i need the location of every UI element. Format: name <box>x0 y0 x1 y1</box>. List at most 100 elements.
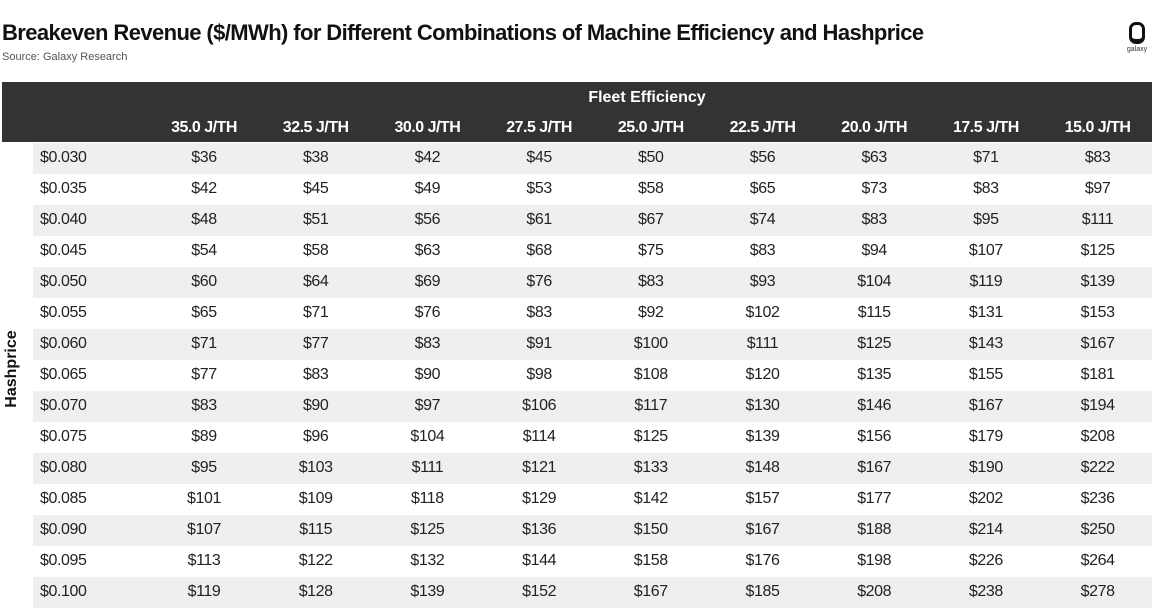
table-cell: $68 <box>526 242 552 259</box>
table-cell: $226 <box>968 552 1003 569</box>
column-header: 35.0 J/TH <box>171 119 237 136</box>
table-cell: $42 <box>191 180 217 197</box>
table-cell: $119 <box>187 583 221 600</box>
table-cell: $77 <box>191 366 217 383</box>
row-label: $0.070 <box>40 397 87 414</box>
table-cell: $139 <box>745 428 780 445</box>
table-cell: $264 <box>1080 552 1115 569</box>
table-cell: $91 <box>526 335 552 352</box>
table-cell: $130 <box>745 397 780 414</box>
table-cell: $107 <box>968 242 1003 259</box>
row-label: $0.100 <box>40 583 87 600</box>
row-label: $0.065 <box>40 366 87 383</box>
row-label: $0.030 <box>40 149 87 166</box>
table-cell: $238 <box>968 583 1003 600</box>
table-cell: $131 <box>968 304 1003 321</box>
table-cell: $95 <box>191 459 217 476</box>
table-cell: $111 <box>746 335 779 352</box>
source-note: Source: Galaxy Research <box>2 51 128 63</box>
table-cell: $56 <box>749 149 776 166</box>
column-header: 32.5 J/TH <box>282 119 349 136</box>
table-cell: $104 <box>410 428 445 445</box>
galaxy-logo: galaxy <box>1124 22 1150 53</box>
table-cell: $50 <box>638 149 664 166</box>
table-cell: $121 <box>522 459 557 476</box>
table-row: $0.060 $71 $77 $83 $91 $100 $111 $125 $143 $167 <box>33 329 1152 360</box>
row-label: $0.035 <box>40 180 87 197</box>
column-group-label: Fleet Efficiency <box>588 89 706 106</box>
table-cell: $214 <box>968 521 1003 538</box>
table-cell: $118 <box>410 490 444 507</box>
table-cell: $90 <box>414 366 441 383</box>
table-cell: $83 <box>861 211 887 228</box>
table-cell: $95 <box>973 211 999 228</box>
table-cell: $119 <box>969 273 1003 290</box>
table-cell: $198 <box>857 552 892 569</box>
chart-title: Breakeven Revenue ($/MWh) for Different … <box>2 20 924 45</box>
table-cell: $63 <box>861 149 887 166</box>
table-cell: $125 <box>633 428 668 445</box>
table-cell: $146 <box>857 397 892 414</box>
column-header: 25.0 J/TH <box>617 119 684 136</box>
row-label: $0.040 <box>40 211 87 228</box>
table-row: $0.090 $107 $115 $125 $136 $150 $167 $188 $214 $2… <box>33 515 1152 546</box>
table-cell: $83 <box>414 335 441 352</box>
table-cell: $142 <box>633 490 668 507</box>
table-row: $0.035 $42 $45 $49 $53 $58 $65 $73 $83 $97 <box>33 174 1152 205</box>
table-cell: $250 <box>1080 521 1115 538</box>
column-header: 17.5 J/TH <box>953 119 1019 136</box>
table-cell: $73 <box>861 180 887 197</box>
column-header: 30.0 J/TH <box>394 119 461 136</box>
table-cell: $93 <box>749 273 776 290</box>
table-cell: $108 <box>633 366 668 383</box>
table-cell: $104 <box>857 273 892 290</box>
table-cell: $61 <box>526 211 552 228</box>
table-cell: $83 <box>638 273 664 290</box>
table-row: $0.100 $119 $128 $139 $152 $167 $185 $208 $238 $2… <box>33 577 1152 608</box>
table-cell: $188 <box>857 521 892 538</box>
table-cell: $103 <box>298 459 333 476</box>
table-cell: $36 <box>191 149 217 166</box>
row-label: $0.085 <box>40 490 87 507</box>
table-cell: $98 <box>526 366 552 383</box>
table-cell: $133 <box>633 459 668 476</box>
table-cell: $94 <box>861 242 887 259</box>
table-cell: $139 <box>410 583 445 600</box>
table-cell: $148 <box>745 459 780 476</box>
table-cell: $208 <box>857 583 892 600</box>
table-cell: $90 <box>302 397 329 414</box>
table-cell: $102 <box>745 304 780 321</box>
table-cell: $53 <box>526 180 552 197</box>
table-cell: $109 <box>298 490 333 507</box>
table-cell: $113 <box>187 552 221 569</box>
row-label: $0.060 <box>40 335 87 352</box>
table-cell: $77 <box>302 335 329 352</box>
table-cell: $167 <box>1080 335 1115 352</box>
row-label: $0.050 <box>40 273 87 290</box>
table-cell: $111 <box>411 459 444 476</box>
table-cell: $83 <box>302 366 329 383</box>
table-row: $0.045 $54 $58 $63 $68 $75 $83 $94 $107 $125 <box>33 236 1152 267</box>
table-cell: $97 <box>1084 180 1111 197</box>
table-cell: $115 <box>299 521 333 538</box>
table-cell: $71 <box>973 149 999 166</box>
table-cell: $144 <box>522 552 557 569</box>
table-cell: $190 <box>968 459 1003 476</box>
row-label: $0.075 <box>40 428 87 445</box>
column-header: 27.5 J/TH <box>506 119 572 136</box>
table-cell: $179 <box>968 428 1003 445</box>
table-cell: $158 <box>633 552 668 569</box>
table-row: $0.070 $83 $90 $97 $106 $117 $130 $146 $167 $194 <box>33 391 1152 422</box>
table-cell: $278 <box>1080 583 1115 600</box>
row-label: $0.090 <box>40 521 87 538</box>
table-cell: $156 <box>857 428 892 445</box>
table-row: $0.095 $113 $122 $132 $144 $158 $176 $198 $226 $2… <box>33 546 1152 577</box>
table-cell: $111 <box>1081 211 1114 228</box>
table-cell: $150 <box>633 521 668 538</box>
table-row: $0.050 $60 $64 $69 $76 $83 $93 $104 $119 $139 <box>33 267 1152 298</box>
table-cell: $49 <box>414 180 441 197</box>
table-cell: $120 <box>745 366 780 383</box>
column-header: 22.5 J/TH <box>729 119 796 136</box>
table-cell: $45 <box>302 180 329 197</box>
table-row: $0.075 $89 $96 $104 $114 $125 $139 $156 $179 $208 <box>33 422 1152 453</box>
